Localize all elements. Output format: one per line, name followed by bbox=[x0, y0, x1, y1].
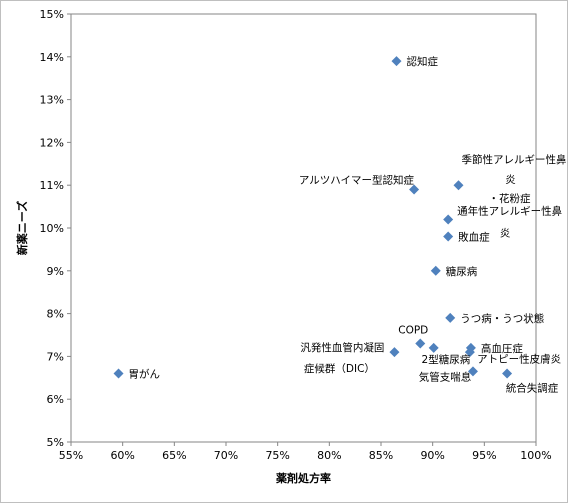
data-points bbox=[113, 56, 513, 379]
point-label: 気管支喘息 bbox=[419, 370, 472, 383]
y-tick-label: 7% bbox=[47, 350, 64, 363]
point-labels: 認知症季節性アレルギー性鼻炎・花粉症アルツハイマー型認知症通年性アレルギー性鼻炎… bbox=[129, 55, 567, 394]
point-label: うつ病・うつ状態 bbox=[460, 312, 544, 325]
data-point-marker bbox=[443, 214, 454, 225]
point-label: 胃がん bbox=[129, 368, 161, 381]
data-point-marker bbox=[428, 342, 439, 353]
tick-labels: 55% 60% 65% 70% 75% 80% 85% 90% 95% 100% 5% 6% 7% 8% 9… bbox=[40, 8, 552, 462]
point-label: 敗血症 bbox=[458, 231, 490, 244]
x-axis-title: 薬剤処方率 bbox=[276, 471, 331, 485]
data-point-marker bbox=[464, 347, 475, 358]
point-label: アトピー性皮膚炎 bbox=[477, 353, 561, 366]
y-tick-label: 10% bbox=[40, 222, 64, 235]
data-point-marker bbox=[443, 231, 454, 242]
point-label: COPD bbox=[398, 325, 428, 337]
x-tick-label: 70% bbox=[214, 449, 238, 462]
y-tick-label: 6% bbox=[47, 393, 64, 406]
x-tick-label: 90% bbox=[420, 449, 444, 462]
x-tick-label: 75% bbox=[265, 449, 289, 462]
x-tick-label: 80% bbox=[317, 449, 341, 462]
y-tick-label: 5% bbox=[47, 436, 64, 449]
point-label: 高血圧症 bbox=[481, 342, 523, 355]
data-point-marker bbox=[453, 180, 464, 191]
y-tick-label: 8% bbox=[47, 308, 64, 321]
y-tick-label: 15% bbox=[40, 8, 64, 21]
y-axis-title: 新薬ニーズ bbox=[15, 201, 29, 255]
data-point-marker bbox=[391, 56, 402, 67]
data-point-marker bbox=[389, 347, 400, 358]
data-point-marker bbox=[502, 368, 513, 379]
point-label: 通年性アレルギー性鼻 bbox=[457, 204, 562, 217]
y-tick-label: 14% bbox=[40, 51, 64, 64]
point-label: ・花粉症 bbox=[489, 192, 531, 205]
point-label: 症候群（DIC） bbox=[304, 362, 375, 375]
data-point-marker bbox=[430, 265, 441, 276]
data-point-marker bbox=[445, 312, 456, 323]
x-tick-label: 65% bbox=[162, 449, 186, 462]
x-tick-label: 85% bbox=[369, 449, 393, 462]
point-label: 炎 bbox=[500, 227, 511, 239]
point-label: 季節性アレルギー性鼻 bbox=[462, 153, 567, 166]
data-point-marker bbox=[415, 338, 426, 349]
x-tick-label: 60% bbox=[110, 449, 134, 462]
x-tick-label: 55% bbox=[59, 449, 83, 462]
point-label: 統合失調症 bbox=[506, 382, 559, 395]
y-tick-label: 9% bbox=[47, 265, 64, 278]
point-label: 糖尿病 bbox=[446, 265, 478, 278]
point-label: 炎 bbox=[505, 174, 516, 186]
y-tick-label: 11% bbox=[40, 179, 64, 192]
x-tick-label: 95% bbox=[472, 449, 496, 462]
data-point-marker bbox=[113, 368, 124, 379]
data-point-marker bbox=[467, 366, 478, 377]
point-label: 汎発性血管内凝固 bbox=[300, 341, 384, 354]
y-tick-label: 12% bbox=[40, 136, 64, 149]
data-point-marker bbox=[409, 184, 420, 195]
point-label: アルツハイマー型認知症 bbox=[299, 173, 415, 186]
x-tick-label: 100% bbox=[520, 449, 551, 462]
point-label: 2型糖尿病 bbox=[422, 353, 471, 366]
y-tick-label: 13% bbox=[40, 94, 64, 107]
point-label: 認知症 bbox=[407, 55, 439, 68]
